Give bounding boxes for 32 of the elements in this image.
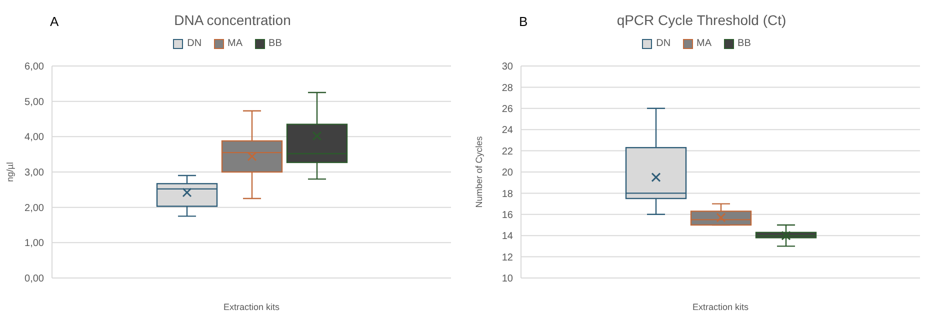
y-tick-label: 3,00 — [24, 168, 44, 179]
y-tick-label: 1,00 — [24, 238, 44, 250]
y-tick-label: 4,00 — [24, 132, 44, 144]
y-tick-label: 16 — [502, 210, 514, 221]
x-axis-title: Extraction kits — [692, 302, 749, 312]
y-tick-label: 10 — [502, 274, 514, 285]
y-tick-label: 0,00 — [24, 274, 44, 285]
y-tick-label: 12 — [502, 252, 514, 264]
y-tick-label: 22 — [502, 146, 514, 158]
y-tick-label: 14 — [502, 231, 514, 242]
legend-label: DN — [655, 38, 671, 49]
legend-label: BB — [268, 38, 282, 49]
legend-label: BB — [736, 38, 751, 49]
y-tick-label: 6,00 — [24, 62, 44, 73]
y-tick-label: 24 — [502, 125, 514, 136]
text: B — [519, 14, 528, 29]
legend-label: MA — [696, 38, 712, 49]
y-tick-label: 28 — [502, 82, 514, 94]
x-axis-title: Extraction kits — [223, 302, 280, 312]
legend-label: DN — [186, 38, 202, 49]
y-tick-label: 26 — [502, 104, 514, 115]
y-axis-title: ng/µl — [5, 162, 16, 182]
chart-title: qPCR Cycle Threshold (Ct) — [616, 12, 786, 28]
y-tick-label: 18 — [502, 188, 514, 200]
y-tick-label: 20 — [502, 168, 514, 179]
y-tick-label: 30 — [502, 62, 514, 73]
chart-title: DNA concentration — [174, 12, 291, 28]
y-axis-title: Number of Cycles — [474, 136, 484, 208]
y-tick-label: 5,00 — [24, 96, 44, 108]
legend-label: MA — [226, 38, 243, 49]
text: A — [50, 14, 59, 29]
y-tick-label: 2,00 — [24, 202, 44, 214]
